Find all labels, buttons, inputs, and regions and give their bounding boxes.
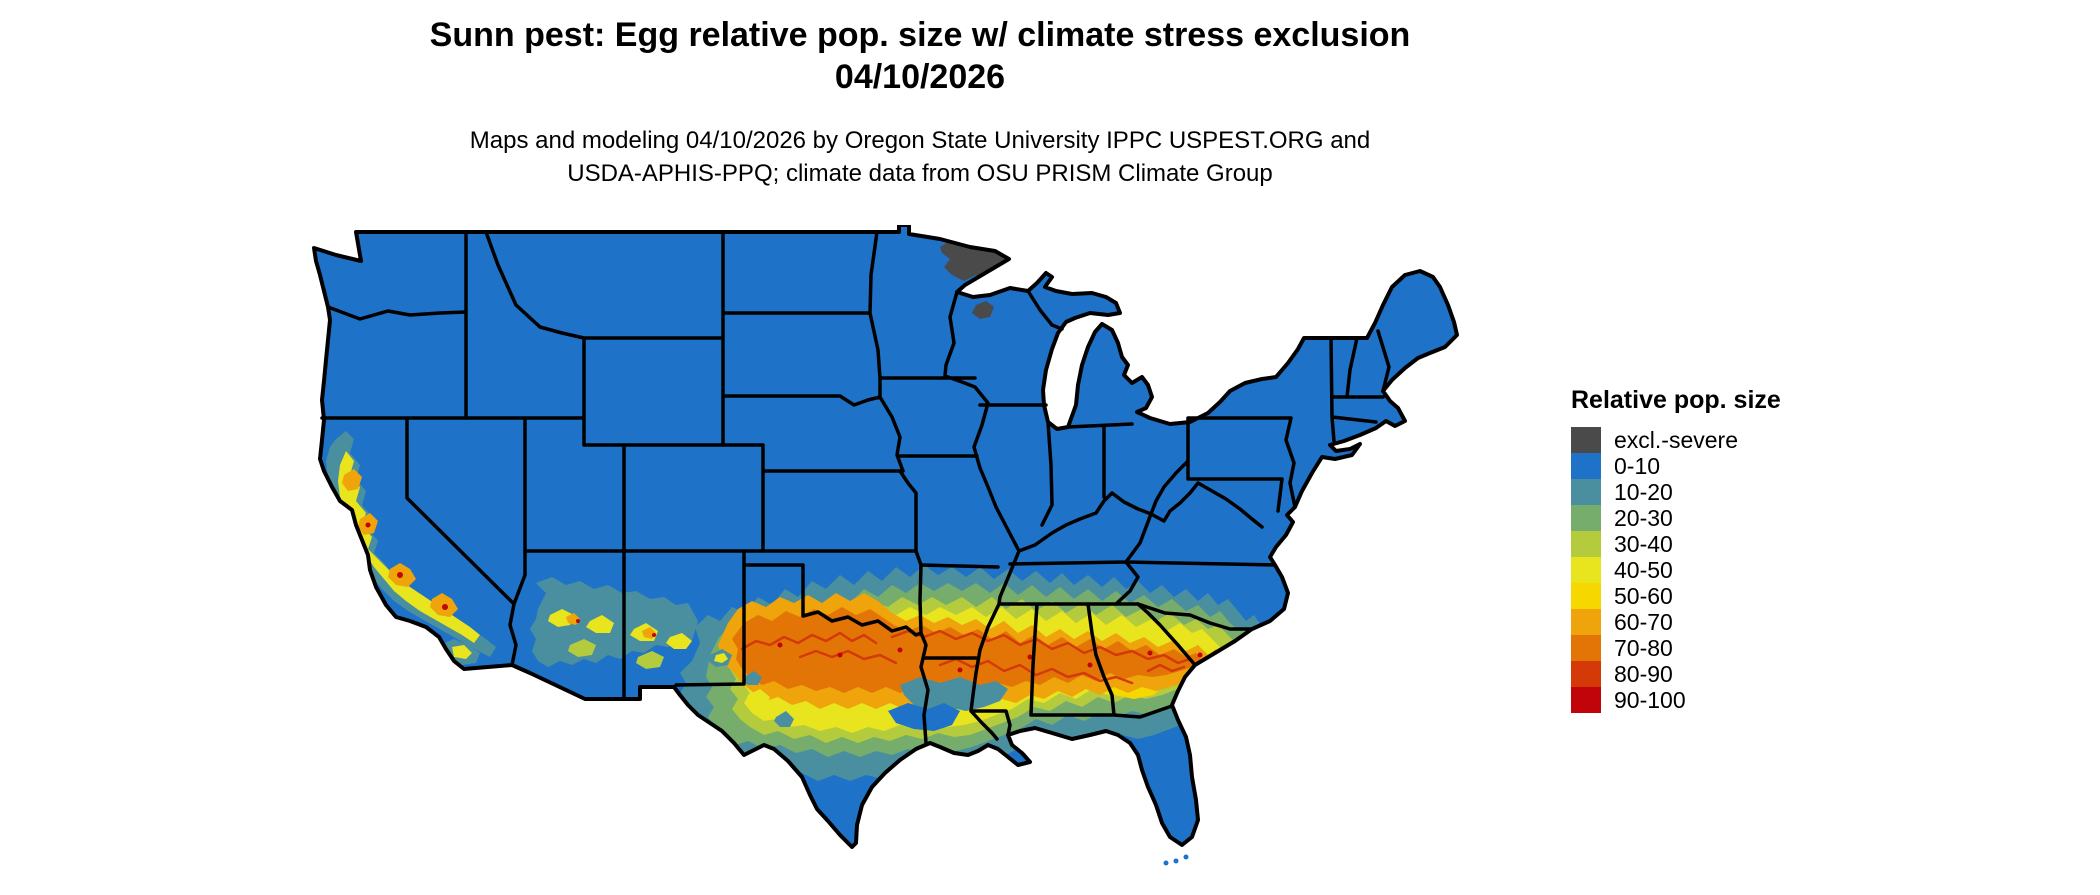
heat-red-contour-1 [740, 631, 878, 651]
heat-red-speck [442, 604, 448, 610]
legend-swatch [1571, 609, 1601, 635]
heat-red-speck [837, 652, 843, 658]
heat-red-speck [897, 647, 903, 653]
legend-swatch [1571, 661, 1601, 687]
legend-item: 70-80 [1571, 635, 1781, 661]
header: Sunn pest: Egg relative pop. size w/ cli… [20, 14, 1820, 190]
heat-red-contour-5 [1146, 663, 1186, 673]
heat-red-speck [1147, 650, 1153, 656]
heat-red-contour-4 [938, 657, 1134, 685]
legend-swatch [1571, 635, 1601, 661]
heat-red-speck [365, 522, 371, 528]
heat-arizona-yellow-1 [548, 609, 574, 627]
legend-item: 80-90 [1571, 661, 1781, 687]
legend-label: excl.-severe [1614, 427, 1738, 453]
legend-swatch [1571, 453, 1601, 479]
heat-newmexico-teal-2 [742, 671, 762, 685]
heat-red-speck [1087, 662, 1093, 668]
heat-red-speck [957, 667, 963, 673]
heat-red-speck [397, 572, 403, 578]
legend-label: 20-30 [1614, 505, 1673, 531]
legend-label: 0-10 [1614, 453, 1661, 479]
us-risk-map [240, 223, 1480, 890]
legend-label: 60-70 [1614, 609, 1673, 635]
heat-california-orange-4 [342, 469, 362, 491]
heat-westtexas-teal [774, 711, 794, 727]
page-title: Sunn pest: Egg relative pop. size w/ cli… [20, 14, 1820, 98]
heat-arizona-yellowgreen-2 [636, 651, 664, 669]
us-map-svg [312, 223, 1459, 866]
legend-item: 30-40 [1571, 531, 1781, 557]
florida-keys-dot [1183, 854, 1189, 860]
heat-red-contour-3 [798, 649, 898, 665]
legend: Relative pop. size excl.-severe 0-10 10-20… [1571, 386, 1781, 713]
legend-swatch [1571, 531, 1601, 557]
legend-label: 10-20 [1614, 479, 1673, 505]
legend-item: 10-20 [1571, 479, 1781, 505]
legend-item: 50-60 [1571, 583, 1781, 609]
heat-red-speck [777, 642, 783, 648]
heat-westtexas-yellow [746, 689, 770, 707]
attribution-subtitle: Maps and modeling 04/10/2026 by Oregon S… [20, 124, 1820, 190]
legend-swatch [1571, 583, 1601, 609]
heat-socal-yellow [452, 645, 472, 659]
us-outline [312, 223, 1459, 849]
heat-red-contour-2 [890, 629, 1192, 665]
legend-label: 40-50 [1614, 557, 1673, 583]
legend-item: 20-30 [1571, 505, 1781, 531]
legend-label: 90-100 [1614, 687, 1686, 713]
florida-keys-dot [1173, 858, 1179, 864]
heat-newmexico-yellow-1 [714, 653, 728, 663]
legend-label: 80-90 [1614, 661, 1673, 687]
heat-arizona-yellow-4 [666, 633, 692, 649]
legend-swatch [1571, 505, 1601, 531]
legend-item: 40-50 [1571, 557, 1781, 583]
legend-title: Relative pop. size [1571, 386, 1781, 414]
legend-item: 60-70 [1571, 609, 1781, 635]
legend-swatch [1571, 687, 1601, 713]
legend-swatch [1571, 479, 1601, 505]
legend-item: 90-100 [1571, 687, 1781, 713]
heat-red-speck [1197, 652, 1203, 658]
subtitle-line-1: Maps and modeling 04/10/2026 by Oregon S… [469, 127, 1371, 154]
legend-item: 0-10 [1571, 453, 1781, 479]
title-date-line: 04/10/2026 [834, 58, 1006, 96]
exclusion-wisconsin-gray [972, 301, 994, 319]
heat-arizona-yellow-2 [586, 615, 614, 633]
subtitle-line-2: USDA-APHIS-PPQ; climate data from OSU PR… [567, 160, 1273, 187]
heat-regions [326, 239, 1292, 781]
heat-red-speck [1027, 654, 1033, 660]
heat-red-speck [576, 619, 580, 623]
legend-label: 30-40 [1614, 531, 1673, 557]
legend-swatch [1571, 557, 1601, 583]
legend-rows: excl.-severe 0-10 10-20 20-30 30-40 40-50 50-6… [1571, 427, 1781, 713]
legend-item: excl.-severe [1571, 427, 1781, 453]
heat-south-darkorange [732, 607, 1202, 693]
heat-red-speck [652, 633, 656, 637]
title-line-1: Sunn pest: Egg relative pop. size w/ cli… [429, 16, 1411, 54]
legend-label: 50-60 [1614, 583, 1673, 609]
florida-keys-dot [1163, 860, 1169, 866]
heat-arizona-yellowgreen-1 [568, 639, 596, 657]
state-borders [320, 230, 1391, 745]
legend-label: 70-80 [1614, 635, 1673, 661]
legend-swatch [1571, 427, 1601, 453]
